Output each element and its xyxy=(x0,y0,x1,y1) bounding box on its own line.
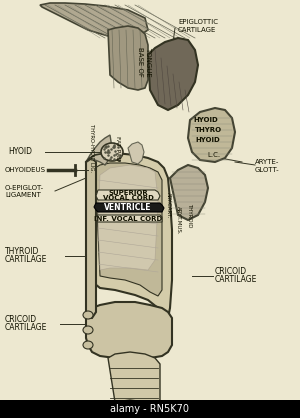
Ellipse shape xyxy=(83,341,93,349)
Polygon shape xyxy=(96,190,160,200)
Text: SUPERIOR: SUPERIOR xyxy=(108,190,148,196)
Text: THYRO: THYRO xyxy=(195,127,222,133)
Ellipse shape xyxy=(101,143,123,161)
Polygon shape xyxy=(98,165,158,270)
Text: THYRO-HYOID LIG.: THYRO-HYOID LIG. xyxy=(89,124,94,172)
Text: CARTILAGE: CARTILAGE xyxy=(178,27,216,33)
Polygon shape xyxy=(128,142,144,164)
Text: FAT PAD: FAT PAD xyxy=(116,135,121,161)
Polygon shape xyxy=(86,158,96,318)
Polygon shape xyxy=(94,203,164,212)
Text: alamy - RN5K70: alamy - RN5K70 xyxy=(110,404,190,414)
Text: CRICOID: CRICOID xyxy=(215,268,247,276)
Polygon shape xyxy=(108,26,148,90)
Text: O-EPIGLOT-: O-EPIGLOT- xyxy=(5,185,44,191)
Text: L.C.: L.C. xyxy=(207,152,220,158)
Polygon shape xyxy=(96,215,162,222)
Text: GLOTT-: GLOTT- xyxy=(255,167,280,173)
Text: EPIGLOTTIC: EPIGLOTTIC xyxy=(178,19,218,25)
Text: INF. VOCAL CORD: INF. VOCAL CORD xyxy=(94,216,162,222)
Polygon shape xyxy=(108,352,160,404)
Text: BASE OF: BASE OF xyxy=(137,47,143,77)
Polygon shape xyxy=(95,163,162,296)
Polygon shape xyxy=(86,302,172,358)
Polygon shape xyxy=(188,108,235,162)
Text: CRICOID: CRICOID xyxy=(5,316,37,324)
Text: VOCAL CORD: VOCAL CORD xyxy=(103,195,153,201)
Ellipse shape xyxy=(83,326,93,334)
Polygon shape xyxy=(86,153,172,320)
Polygon shape xyxy=(40,3,148,38)
Text: CARTILAGE: CARTILAGE xyxy=(215,275,257,285)
Text: HYOID: HYOID xyxy=(195,137,220,143)
Bar xyxy=(0,400,300,418)
Text: TONGUE: TONGUE xyxy=(145,47,151,77)
Text: VENTRICLE: VENTRICLE xyxy=(104,204,152,212)
Text: CARTILAGE: CARTILAGE xyxy=(5,255,47,265)
Text: OHYOIDEUS: OHYOIDEUS xyxy=(5,167,46,173)
Text: HYOID: HYOID xyxy=(193,117,218,123)
Polygon shape xyxy=(148,38,198,110)
Text: CARTILAGE: CARTILAGE xyxy=(5,324,47,332)
Polygon shape xyxy=(170,165,208,220)
Text: ARYTE-: ARYTE- xyxy=(255,159,279,165)
Ellipse shape xyxy=(83,311,93,319)
Polygon shape xyxy=(86,135,112,165)
Text: HYOID: HYOID xyxy=(8,148,32,156)
Text: LIGAMENT: LIGAMENT xyxy=(5,192,41,198)
Text: ARY.CART.: ARY.CART. xyxy=(166,192,170,218)
Text: THYROID: THYROID xyxy=(5,247,39,257)
Text: THYROID: THYROID xyxy=(188,203,193,227)
Text: ARYT.MUS.: ARYT.MUS. xyxy=(176,206,181,234)
